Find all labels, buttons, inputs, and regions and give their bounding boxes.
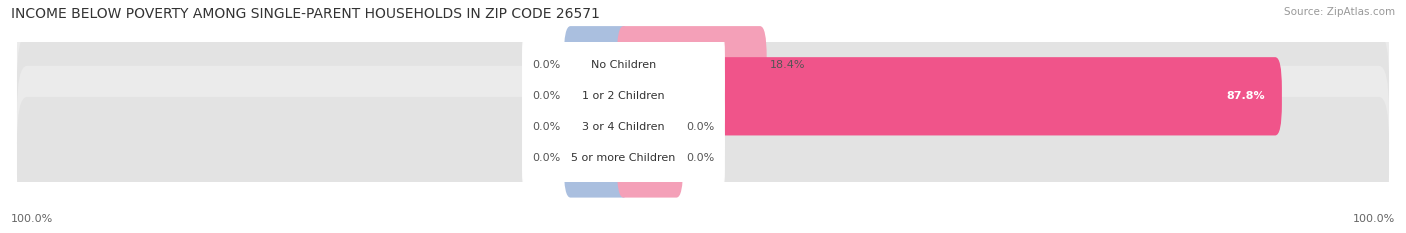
Text: 0.0%: 0.0%: [533, 60, 561, 70]
Text: 1 or 2 Children: 1 or 2 Children: [582, 91, 665, 101]
FancyBboxPatch shape: [523, 18, 724, 112]
FancyBboxPatch shape: [523, 80, 724, 174]
FancyBboxPatch shape: [17, 35, 1389, 158]
Text: 0.0%: 0.0%: [686, 154, 714, 163]
Text: 100.0%: 100.0%: [11, 214, 53, 224]
FancyBboxPatch shape: [617, 57, 1282, 135]
Text: 0.0%: 0.0%: [533, 154, 561, 163]
Text: 0.0%: 0.0%: [533, 122, 561, 132]
Text: 87.8%: 87.8%: [1226, 91, 1265, 101]
FancyBboxPatch shape: [617, 26, 766, 104]
FancyBboxPatch shape: [564, 57, 630, 135]
Text: 3 or 4 Children: 3 or 4 Children: [582, 122, 665, 132]
FancyBboxPatch shape: [17, 4, 1389, 127]
FancyBboxPatch shape: [564, 88, 630, 167]
Text: No Children: No Children: [591, 60, 657, 70]
FancyBboxPatch shape: [17, 66, 1389, 189]
FancyBboxPatch shape: [617, 119, 683, 198]
FancyBboxPatch shape: [564, 119, 630, 198]
FancyBboxPatch shape: [564, 26, 630, 104]
FancyBboxPatch shape: [523, 112, 724, 205]
FancyBboxPatch shape: [617, 88, 683, 167]
FancyBboxPatch shape: [523, 49, 724, 143]
Text: Source: ZipAtlas.com: Source: ZipAtlas.com: [1284, 7, 1395, 17]
Text: 100.0%: 100.0%: [1353, 214, 1395, 224]
Text: 5 or more Children: 5 or more Children: [571, 154, 676, 163]
FancyBboxPatch shape: [17, 97, 1389, 220]
Text: 0.0%: 0.0%: [533, 91, 561, 101]
Text: INCOME BELOW POVERTY AMONG SINGLE-PARENT HOUSEHOLDS IN ZIP CODE 26571: INCOME BELOW POVERTY AMONG SINGLE-PARENT…: [11, 7, 600, 21]
Text: 0.0%: 0.0%: [686, 122, 714, 132]
Text: 18.4%: 18.4%: [770, 60, 806, 70]
